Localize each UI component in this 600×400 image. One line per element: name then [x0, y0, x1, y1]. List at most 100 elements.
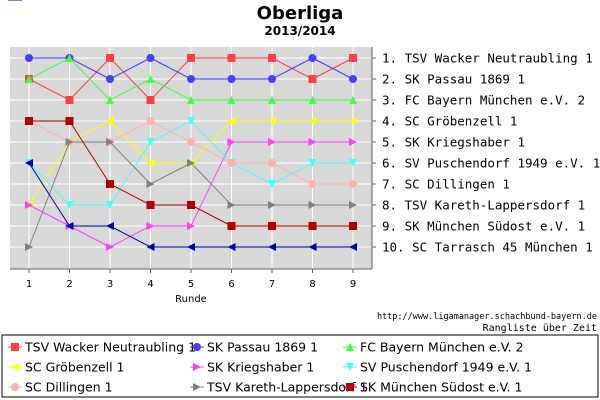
series-8-point-6 [227, 201, 236, 209]
footer-caption: Rangliste über Zeit [483, 323, 597, 334]
ranking-label-1: 1. TSV Wacker Neutraubling 1 [382, 51, 593, 66]
x-axis-label: Runde [175, 294, 207, 305]
legend-label-2: SK Passau 1869 1 [207, 340, 318, 355]
legend-box [1, 334, 599, 398]
series-5-point-7 [268, 138, 276, 146]
legend-label-4: SC Gröbenzell 1 [25, 360, 125, 375]
series-10-point-8 [308, 243, 317, 251]
legend-entry-3: FC Bayern München e.V. 2 [343, 340, 524, 355]
series-4-point-8 [308, 117, 317, 125]
series-6-point-9 [349, 159, 357, 167]
series-2-point-3 [106, 75, 114, 83]
legend-label-6: SV Puschendorf 1949 e.V. 1 [360, 360, 532, 375]
series-6-point-8 [308, 159, 317, 167]
series-5-point-1 [25, 201, 33, 209]
series-5 [25, 138, 357, 251]
series-9-point-5 [187, 201, 195, 209]
x-tick-label-4: 4 [147, 279, 153, 290]
legend-marker-2 [193, 343, 201, 351]
series-1-point-6 [227, 54, 236, 62]
series-3-point-9 [349, 96, 357, 104]
series-3-point-8 [308, 96, 317, 104]
legend-marker-7 [11, 383, 19, 391]
series-8-point-8 [308, 201, 317, 209]
series-7-point-4 [146, 117, 155, 125]
series-2-point-7 [268, 75, 276, 83]
series-5-point-4 [146, 222, 155, 230]
x-tick-label-1: 1 [26, 279, 32, 290]
series-2-point-1 [25, 54, 33, 62]
ranking-label-4: 4. SC Gröbenzell 1 [382, 114, 517, 129]
series-7-point-6 [227, 159, 236, 167]
series-3-point-1 [25, 75, 33, 83]
series-1-point-9 [349, 54, 357, 62]
series-1-point-8 [308, 75, 317, 83]
series-3-point-7 [268, 96, 276, 104]
legend-entry-7: SC Dillingen 1 [8, 380, 113, 395]
legend-label-8: TSV Kareth-Lappersdorf 1 [206, 380, 368, 395]
axes [10, 47, 376, 273]
series-6-point-7 [268, 180, 276, 188]
x-tick-label-5: 5 [188, 279, 194, 290]
series-3-point-5 [187, 96, 195, 104]
legend-entry-9: SK München Südost e.V. 1 [343, 380, 522, 395]
series-10-point-3 [106, 222, 114, 230]
series-1-point-2 [65, 96, 74, 104]
series-10-point-7 [268, 243, 276, 251]
series-lines [25, 54, 357, 251]
series-9-point-9 [349, 222, 357, 230]
legend-label-9: SK München Südost e.V. 1 [360, 380, 522, 395]
legend-entry-6: SV Puschendorf 1949 e.V. 1 [343, 360, 532, 375]
series-3-point-4 [146, 75, 155, 83]
legend-marker-3 [346, 343, 354, 351]
series-7-point-5 [187, 138, 195, 146]
x-tick-label-7: 7 [269, 279, 275, 290]
series-1-point-4 [146, 96, 155, 104]
series-3-point-3 [106, 96, 114, 104]
legend-entry-10: SC Tarrasch 45 München 1 [8, 0, 191, 3]
ranking-label-10: 10. SC Tarrasch 45 München 1 [382, 240, 593, 255]
legend: TSV Wacker Neutraubling 1 SK Passau 1869 … [8, 0, 532, 395]
series-1-point-5 [187, 54, 195, 62]
x-tick-label-2: 2 [66, 279, 72, 290]
series-8-point-9 [349, 201, 357, 209]
legend-marker-8 [193, 383, 201, 391]
chart-subtitle: 2013/2014 [264, 24, 335, 38]
legend-entry-8: TSV Kareth-Lappersdorf 1 [190, 380, 368, 395]
series-2-point-9 [349, 75, 357, 83]
legend-label-5: SK Kriegshaber 1 [207, 360, 314, 375]
series-2-point-5 [187, 75, 195, 83]
series-10-point-6 [227, 243, 236, 251]
x-tick-label-6: 6 [228, 279, 234, 290]
series-5-point-5 [187, 222, 195, 230]
series-4-point-6 [227, 117, 236, 125]
series-8-point-5 [187, 159, 195, 167]
series-4-point-4 [146, 159, 155, 167]
legend-marker-9 [346, 383, 354, 391]
series-4-point-7 [268, 117, 276, 125]
series-10-point-1 [25, 159, 33, 167]
legend-marker-5 [193, 363, 201, 371]
series-2 [25, 54, 357, 83]
ranking-labels: 1. TSV Wacker Neutraubling 1 2. SK Passau… [382, 51, 600, 255]
ranking-label-5: 5. SK Kriegshaber 1 [382, 135, 525, 150]
series-10-point-9 [349, 243, 357, 251]
series-8-point-1 [25, 243, 33, 251]
series-10 [25, 159, 357, 251]
series-1-point-3 [106, 54, 114, 62]
ranking-label-2: 2. SK Passau 1869 1 [382, 72, 525, 87]
series-2-point-8 [308, 54, 317, 62]
x-tick-label-9: 9 [350, 279, 356, 290]
ranking-label-9: 9. SK München Südost e.V. 1 [382, 219, 585, 234]
legend-label-7: SC Dillingen 1 [25, 380, 113, 395]
legend-label-3: FC Bayern München e.V. 2 [360, 340, 524, 355]
series-1 [25, 54, 357, 104]
series-7-point-9 [349, 180, 357, 188]
series-5-point-8 [308, 138, 317, 146]
series-5-point-3 [106, 243, 114, 251]
x-tick-labels: 1 2 3 4 5 6 7 8 9 [26, 279, 356, 290]
series-9-point-8 [308, 222, 317, 230]
source-url: http://www.ligamanager.schachbund-bayern… [377, 312, 597, 322]
legend-label-1: TSV Wacker Neutraubling 1 [24, 340, 196, 355]
series-8-point-3 [106, 138, 114, 146]
